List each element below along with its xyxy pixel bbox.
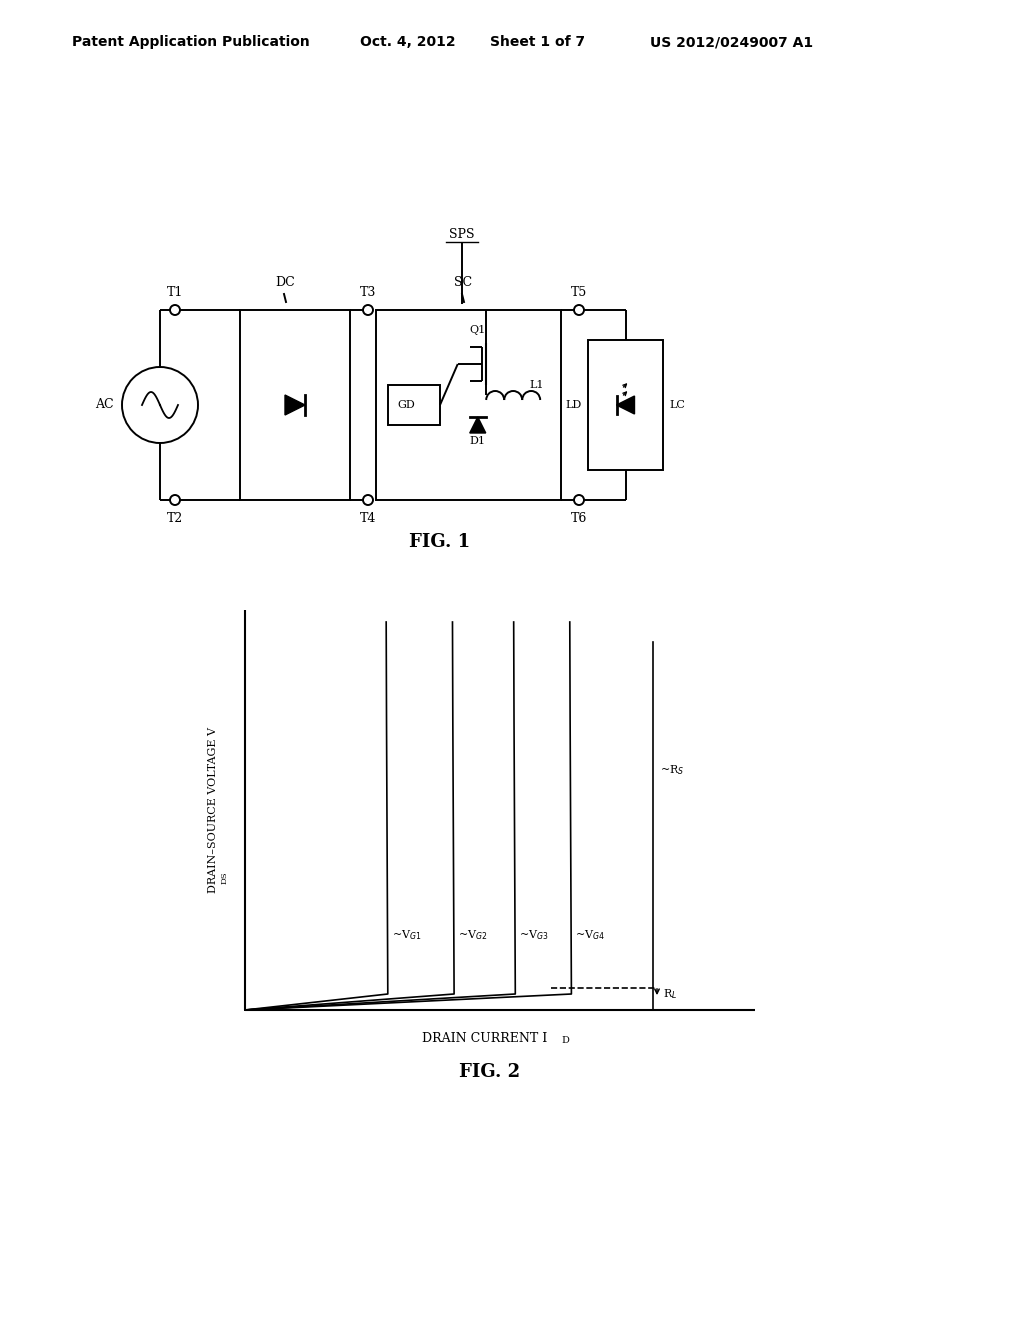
Text: T5: T5 [570, 285, 587, 298]
Bar [588, 341, 663, 470]
Text: Patent Application Publication: Patent Application Publication [72, 36, 309, 49]
Text: ~V$_{G2}$: ~V$_{G2}$ [458, 928, 487, 942]
Text: ~R$_S$: ~R$_S$ [660, 763, 684, 777]
Text: LC: LC [669, 400, 685, 411]
Text: Q1: Q1 [470, 325, 485, 335]
Polygon shape [285, 395, 305, 414]
Text: FIG. 1: FIG. 1 [410, 533, 471, 550]
Text: T3: T3 [359, 285, 376, 298]
Text: T4: T4 [359, 511, 376, 524]
Polygon shape [470, 417, 485, 433]
Text: ~V$_{G1}$: ~V$_{G1}$ [392, 928, 422, 942]
Text: T1: T1 [167, 285, 183, 298]
Text: AC: AC [95, 399, 114, 412]
Text: Sheet 1 of 7: Sheet 1 of 7 [490, 36, 585, 49]
Text: LD: LD [565, 400, 582, 411]
Text: R$_L$: R$_L$ [663, 987, 677, 1001]
Text: DRAIN CURRENT I: DRAIN CURRENT I [422, 1032, 548, 1045]
Text: ~V$_{G3}$: ~V$_{G3}$ [519, 928, 549, 942]
Text: DC: DC [275, 276, 295, 289]
Bar [388, 385, 440, 425]
Bar [240, 310, 350, 500]
Text: D: D [561, 1036, 569, 1045]
Text: FIG. 2: FIG. 2 [460, 1063, 520, 1081]
Text: DS: DS [221, 871, 229, 884]
Text: US 2012/0249007 A1: US 2012/0249007 A1 [650, 36, 813, 49]
Text: DRAIN–SOURCE VOLTAGE V: DRAIN–SOURCE VOLTAGE V [208, 727, 218, 894]
Text: SC: SC [454, 276, 472, 289]
Polygon shape [616, 396, 635, 414]
Text: T6: T6 [570, 511, 587, 524]
Text: T2: T2 [167, 511, 183, 524]
Text: D1: D1 [470, 436, 485, 446]
Text: SPS: SPS [450, 228, 475, 242]
Text: Oct. 4, 2012: Oct. 4, 2012 [360, 36, 456, 49]
Text: GD: GD [397, 400, 415, 411]
Text: ~V$_{G4}$: ~V$_{G4}$ [575, 928, 605, 942]
Bar [376, 310, 561, 500]
Text: L1: L1 [529, 380, 544, 389]
